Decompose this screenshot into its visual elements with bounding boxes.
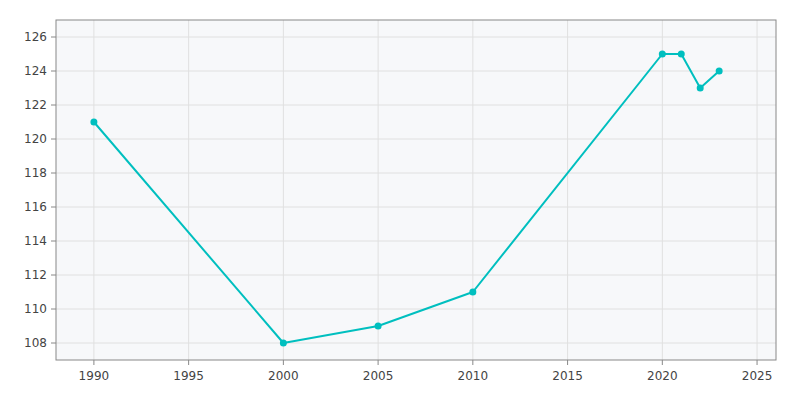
- y-tick-label: 108: [24, 336, 47, 350]
- y-tick-label: 114: [24, 234, 47, 248]
- y-tick: [51, 275, 56, 276]
- point: [469, 289, 476, 296]
- x-tick-label: 2015: [552, 369, 583, 383]
- plot-area: [56, 20, 776, 360]
- x-tick-label: 2025: [742, 369, 773, 383]
- x-tick: [378, 360, 379, 365]
- y-tick: [51, 105, 56, 106]
- point: [280, 340, 287, 347]
- y-tick: [51, 139, 56, 140]
- point: [678, 51, 685, 58]
- y-tick-label: 116: [24, 200, 47, 214]
- y-tick-label: 120: [24, 132, 47, 146]
- x-tick: [567, 360, 568, 365]
- x-tick: [757, 360, 758, 365]
- x-tick-label: 1995: [173, 369, 204, 383]
- y-grid-line: [56, 309, 776, 310]
- x-tick: [188, 360, 189, 365]
- y-tick: [51, 207, 56, 208]
- point: [659, 51, 666, 58]
- series: [90, 51, 722, 347]
- x-tick: [93, 360, 94, 365]
- x-tick: [283, 360, 284, 365]
- y-tick-label: 124: [24, 64, 47, 78]
- y-grid-line: [56, 139, 776, 140]
- x-tick: [662, 360, 663, 365]
- y-grid-line: [56, 105, 776, 106]
- x-tick-label: 2010: [458, 369, 489, 383]
- point: [90, 119, 97, 126]
- grid: [51, 20, 776, 365]
- y-grid-line: [56, 241, 776, 242]
- y-tick: [51, 173, 56, 174]
- y-grid-line: [56, 71, 776, 72]
- line: [94, 54, 719, 343]
- plot-frame: [56, 20, 776, 360]
- x-tick: [472, 360, 473, 365]
- y-tick-label: 122: [24, 98, 47, 112]
- y-grid-line: [56, 207, 776, 208]
- y-tick-label: 126: [24, 30, 47, 44]
- chart: 1990 1995 2000 2005 2010 2015 2020 2025 108 110 11…: [0, 0, 800, 400]
- y-tick: [51, 37, 56, 38]
- y-grid-line: [56, 173, 776, 174]
- y-tick: [51, 343, 56, 344]
- y-tick: [51, 309, 56, 310]
- y-tick: [51, 241, 56, 242]
- point: [375, 323, 382, 330]
- y-grid-line: [56, 275, 776, 276]
- point: [697, 85, 704, 92]
- y-tick-label: 112: [24, 268, 47, 282]
- y-grid-line: [56, 37, 776, 38]
- x-tick-label: 1990: [79, 369, 110, 383]
- point: [716, 68, 723, 75]
- chart-container: 1990 1995 2000 2005 2010 2015 2020 2025 108 110 11…: [0, 0, 800, 400]
- y-tick-label: 118: [24, 166, 47, 180]
- y-grid-line: [56, 343, 776, 344]
- y-tick: [51, 71, 56, 72]
- tick-labels: 1990 1995 2000 2005 2010 2015 2020 2025 108 110 11…: [24, 30, 772, 383]
- x-tick-label: 2020: [647, 369, 678, 383]
- x-tick-label: 2005: [363, 369, 394, 383]
- x-tick-label: 2000: [268, 369, 299, 383]
- y-tick-label: 110: [24, 302, 47, 316]
